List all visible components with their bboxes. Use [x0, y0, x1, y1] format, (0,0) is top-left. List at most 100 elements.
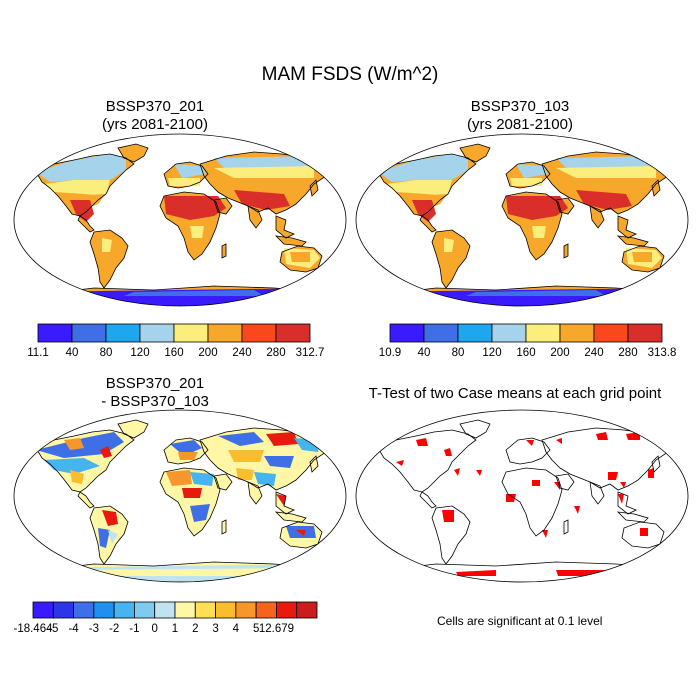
land-madagascar — [222, 244, 226, 258]
panel-title-top-right-line1: BSSP370_103 — [470, 98, 570, 115]
shading-cell — [360, 288, 686, 306]
coastline-nz — [329, 269, 337, 283]
map-border — [13, 133, 347, 307]
colorbar-segment — [491, 323, 527, 343]
coastline-africa — [501, 191, 563, 261]
colorbar-segment — [105, 323, 141, 343]
coastline-madagascar — [563, 519, 569, 535]
land-nz — [672, 546, 678, 558]
shading-cell — [560, 178, 652, 194]
shading-cell — [36, 154, 126, 182]
significant-cell — [526, 440, 534, 446]
coastline-southAmerica — [89, 505, 129, 565]
coastline-africa — [159, 467, 221, 537]
coastline-japan — [651, 179, 661, 197]
shading-cell — [214, 156, 328, 168]
colorbar-tick-label: 120 — [130, 347, 149, 359]
colorbar-segment — [525, 323, 561, 343]
colorbar-tick-label: -2 — [109, 623, 119, 635]
shading-cell — [218, 432, 264, 446]
coastline-europe — [163, 437, 209, 465]
colorbar-tick-label: -3 — [89, 623, 99, 635]
coastline-india — [589, 481, 605, 505]
land-asia — [542, 428, 672, 490]
shading-cell — [98, 528, 110, 548]
shading-cell — [290, 252, 310, 262]
colorbar-segment — [423, 323, 459, 343]
shading-cell — [100, 446, 112, 458]
colorbar-segment — [389, 323, 425, 343]
land-europe — [506, 438, 550, 464]
significant-cell — [620, 482, 626, 488]
coastline-indonesia — [616, 235, 649, 247]
figure-title: MAM FSDS (W/m^2) — [261, 64, 439, 85]
colorbar-tick-label: 80 — [452, 347, 465, 359]
coastline-antarctica — [24, 561, 335, 582]
colorbar-case1: 11.1 40 80 120 160 200 240 280 312.7 — [27, 323, 324, 359]
shading-cell — [214, 166, 314, 178]
shading-cell — [178, 452, 198, 460]
colorbar-tick-label: -4 — [68, 623, 79, 635]
coastline-seAsia — [617, 215, 637, 239]
shading-cell — [444, 238, 454, 252]
significant-cell — [556, 438, 562, 444]
shading-cell — [276, 494, 286, 506]
map-clip-group — [14, 134, 346, 306]
shading-cell — [102, 238, 112, 252]
map-border — [355, 133, 689, 307]
coastline-nz — [671, 545, 679, 559]
colorbar-segment — [32, 601, 54, 619]
map-clip-group — [14, 410, 346, 582]
colorbar-tick-label: 11.1 — [27, 347, 49, 359]
colorbar-segment — [255, 601, 277, 619]
coastline-centralAmerica — [77, 215, 95, 233]
coastline-europe — [505, 161, 551, 189]
coastline-northAmerica — [35, 153, 135, 217]
coastline-antarctica — [366, 561, 677, 582]
shading-cell — [174, 164, 206, 178]
coastline-indonesia — [274, 511, 307, 523]
colorbar-segment — [457, 323, 493, 343]
shading-cell — [466, 290, 606, 296]
shading-cell — [70, 470, 84, 484]
coastline-greenland — [459, 143, 491, 163]
coastline-india — [589, 205, 605, 229]
coastline-centralAmerica — [419, 215, 437, 233]
coastline-indonesia — [274, 235, 307, 247]
coastline-india — [247, 481, 263, 505]
map-content — [366, 419, 679, 582]
panel-title-top-left: BSSP370_201 (yrs 2081-2100) — [45, 98, 265, 134]
colorbar-segment — [276, 601, 298, 619]
land-nz — [672, 270, 678, 282]
colorbar-segment — [174, 601, 196, 619]
significant-cell — [640, 528, 648, 536]
coastline-arabia — [213, 197, 233, 215]
coastline-arabia — [213, 473, 233, 491]
significant-cell — [454, 468, 460, 476]
shading-cell — [254, 472, 276, 486]
shading-cell — [532, 226, 546, 238]
colorbar-tick-label: 160 — [516, 347, 535, 359]
shading-cell — [228, 450, 264, 462]
coastline-arabia — [555, 473, 575, 491]
land-madagascar — [564, 520, 568, 534]
colorbar-segment — [139, 323, 175, 343]
significant-cell — [476, 470, 482, 476]
colorbar-tick-label: 3 — [212, 623, 218, 635]
map-border — [13, 409, 347, 583]
shading-cell — [576, 190, 632, 210]
colorbar-tick-label: 10.9 — [379, 347, 401, 359]
coastline-antarctica — [24, 285, 335, 306]
shading-cell — [378, 154, 468, 182]
land-centralAmerica — [420, 216, 436, 232]
colorbar-segment — [559, 323, 595, 343]
shading-cell — [516, 164, 548, 178]
colorbar-tick-label: 200 — [550, 347, 569, 359]
colorbar-tick-label: 2 — [192, 623, 198, 635]
coastline-centralAmerica — [77, 491, 95, 509]
colorbar-segment — [241, 323, 277, 343]
land-centralAmerica — [78, 216, 94, 232]
colorbar-tick-label: 313.8 — [648, 347, 677, 359]
shading-cell — [264, 456, 294, 468]
